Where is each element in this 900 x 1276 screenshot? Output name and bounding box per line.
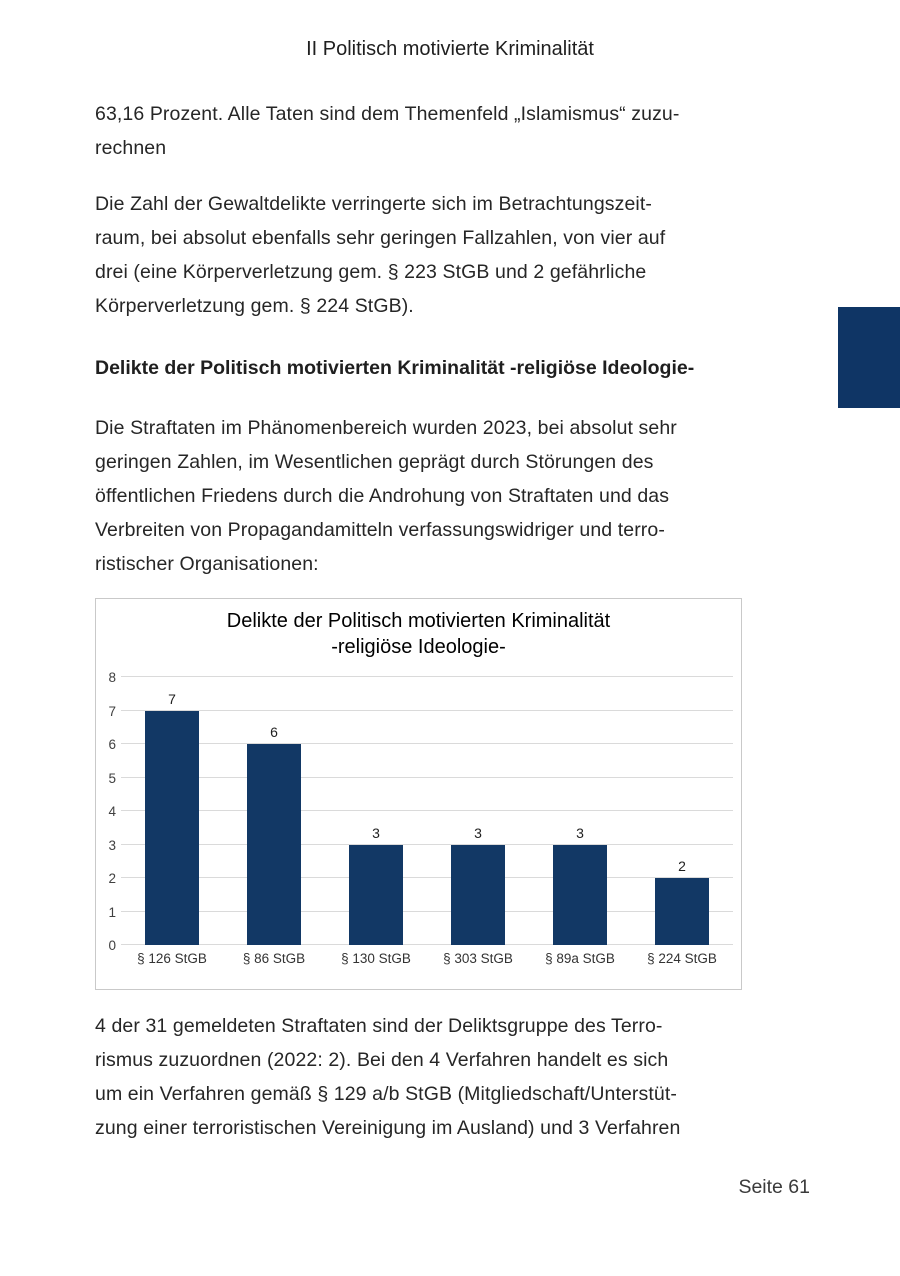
bar-column: 3 — [427, 677, 529, 945]
bar-column: 6 — [223, 677, 325, 945]
y-axis-tick-label: 0 — [108, 938, 116, 953]
chart-y-axis: 0 1 2 3 4 5 6 7 8 — [98, 670, 118, 953]
gridline — [121, 810, 733, 811]
chart-x-axis: § 126 StGB § 86 StGB § 130 StGB § 303 StGB §… — [121, 951, 733, 966]
paragraph-gewaltdelikte: Die Zahl der Gewaltdelikte verringerte s… — [95, 193, 666, 317]
bar — [553, 844, 607, 945]
y-axis-tick-label: 2 — [108, 871, 116, 886]
y-axis-tick-label: 4 — [108, 804, 116, 819]
bar — [145, 710, 199, 945]
paragraph-straftaten: Die Straftaten im Phänomenbereich wurden… — [95, 417, 677, 575]
bar-value-label: 3 — [576, 824, 584, 841]
x-axis-category-label: § 303 StGB — [443, 951, 513, 966]
paragraph-terrorismus: 4 der 31 gemeldeten Straftaten sind der … — [95, 1015, 681, 1139]
bar — [451, 844, 505, 945]
bar — [247, 744, 301, 945]
bar-value-label: 3 — [372, 824, 380, 841]
bar-column: 2 — [631, 677, 733, 945]
y-axis-tick-label: 5 — [108, 770, 116, 786]
x-axis-category-label: § 224 StGB — [647, 951, 717, 966]
bar-column: 3 — [325, 677, 427, 945]
gridline — [121, 776, 733, 778]
y-axis-tick-label: 8 — [108, 670, 116, 685]
y-axis-tick-label: 3 — [108, 837, 116, 853]
paragraph-islamismus: 63,16 Prozent. Alle Taten sind dem Theme… — [95, 103, 680, 159]
y-axis-tick-label: 6 — [108, 737, 116, 752]
bar-value-label: 6 — [270, 724, 278, 740]
section-heading: Delikte der Politisch motivierten Krimin… — [95, 357, 695, 379]
bar-value-label: 3 — [474, 824, 482, 841]
gridline — [121, 944, 733, 945]
page-title: II Politisch motivierte Kriminalität — [306, 38, 594, 60]
bar-column: 7 — [121, 677, 223, 945]
x-axis-category-label: § 126 StGB — [137, 951, 207, 966]
bar-column: 3 — [529, 677, 631, 945]
x-axis-category-label: § 130 StGB — [341, 951, 411, 966]
y-axis-tick-label: 1 — [108, 904, 116, 920]
bar-chart: Delikte der Politisch motivierten Krimin… — [95, 598, 742, 990]
x-axis-category-label: § 86 StGB — [242, 951, 306, 966]
gridline — [121, 676, 733, 677]
gridline — [121, 709, 733, 711]
x-axis-category-label: § 89a StGB — [545, 951, 615, 966]
bar — [349, 844, 403, 945]
chart-plot: 7 6 3 3 3 2 — [121, 676, 733, 945]
section-marker-tab — [838, 307, 900, 408]
gridline — [121, 910, 733, 912]
gridline — [121, 877, 733, 878]
gridline — [121, 843, 733, 845]
bar — [655, 878, 709, 945]
gridline — [121, 743, 733, 744]
bar-value-label: 2 — [678, 858, 686, 874]
bar-value-label: 7 — [168, 690, 176, 707]
chart-title: Delikte der Politisch motivierten Krimin… — [226, 610, 611, 658]
y-axis-tick-label: 7 — [108, 703, 116, 719]
page-number: Seite 61 — [738, 1176, 810, 1198]
